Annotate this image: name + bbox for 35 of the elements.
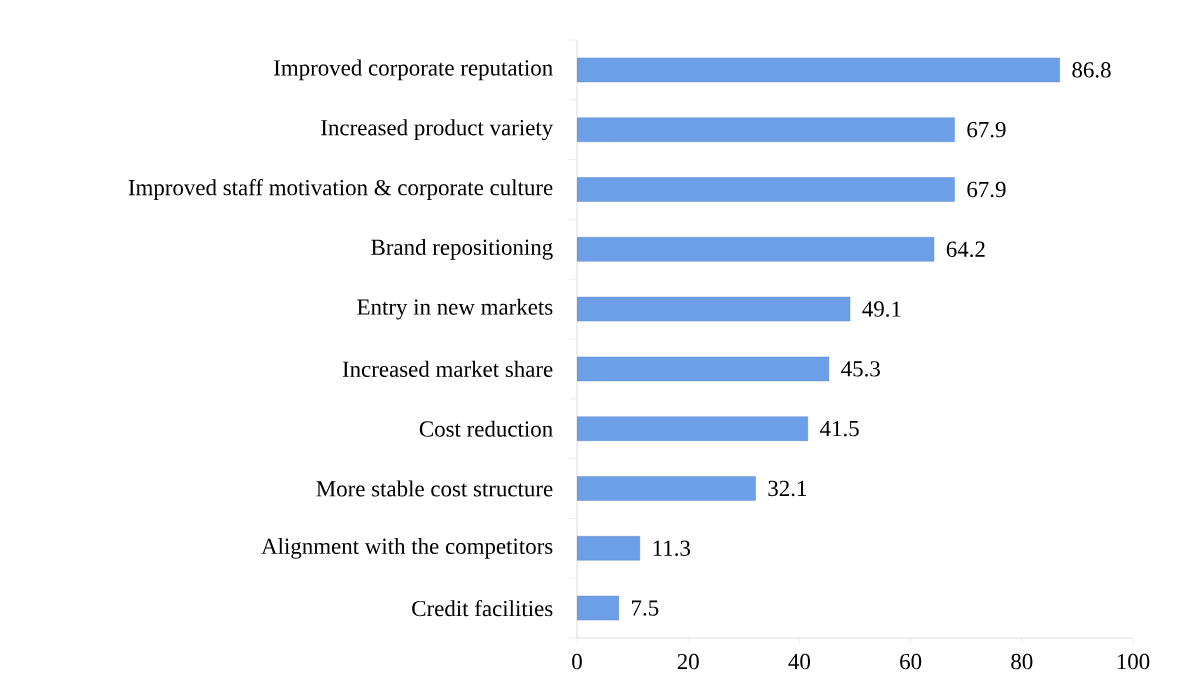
data-label: 64.2 <box>946 241 985 258</box>
y-tick-label: Cost reduction <box>419 420 553 437</box>
data-label: 45.3 <box>841 361 880 377</box>
y-tick-label: More stable cost structure <box>316 480 553 497</box>
bar <box>577 117 955 142</box>
y-tick-label: Increased market share <box>342 360 553 377</box>
x-tick-label: 20 <box>677 653 699 670</box>
x-tick-label: 80 <box>1011 653 1033 670</box>
bar <box>577 536 641 561</box>
data-label: 67.9 <box>967 181 1006 198</box>
bar <box>577 237 935 262</box>
y-tick-label: Increased product variety <box>321 119 554 141</box>
x-tick-label: 0 <box>572 653 582 670</box>
bar <box>577 296 851 322</box>
y-tick-label: Improved staff motivation & corporate culture <box>128 178 553 201</box>
x-tick-label: 100 <box>1117 653 1150 670</box>
y-tick-label: Entry in new markets <box>357 298 553 320</box>
data-label: 49.1 <box>862 301 901 317</box>
y-tick-label: Credit facilities <box>412 599 553 617</box>
data-label: 32.1 <box>768 480 807 497</box>
bar <box>577 416 808 441</box>
data-label: 7.5 <box>632 600 659 616</box>
x-tick-label: 60 <box>900 653 922 670</box>
x-tick-label: 40 <box>788 653 810 670</box>
bar <box>577 476 756 501</box>
data-label: 86.8 <box>1072 62 1111 78</box>
y-tick-label: Alignment with the competitors <box>261 537 553 559</box>
bar <box>577 177 955 202</box>
data-label: 67.9 <box>967 121 1006 138</box>
bar <box>577 57 1060 83</box>
bar <box>577 356 830 382</box>
data-label: 11.3 <box>653 540 691 557</box>
y-tick-label: Brand repositioning <box>371 238 553 260</box>
data-label: 41.5 <box>820 420 859 437</box>
y-tick-label: Improved corporate reputation <box>274 59 553 81</box>
